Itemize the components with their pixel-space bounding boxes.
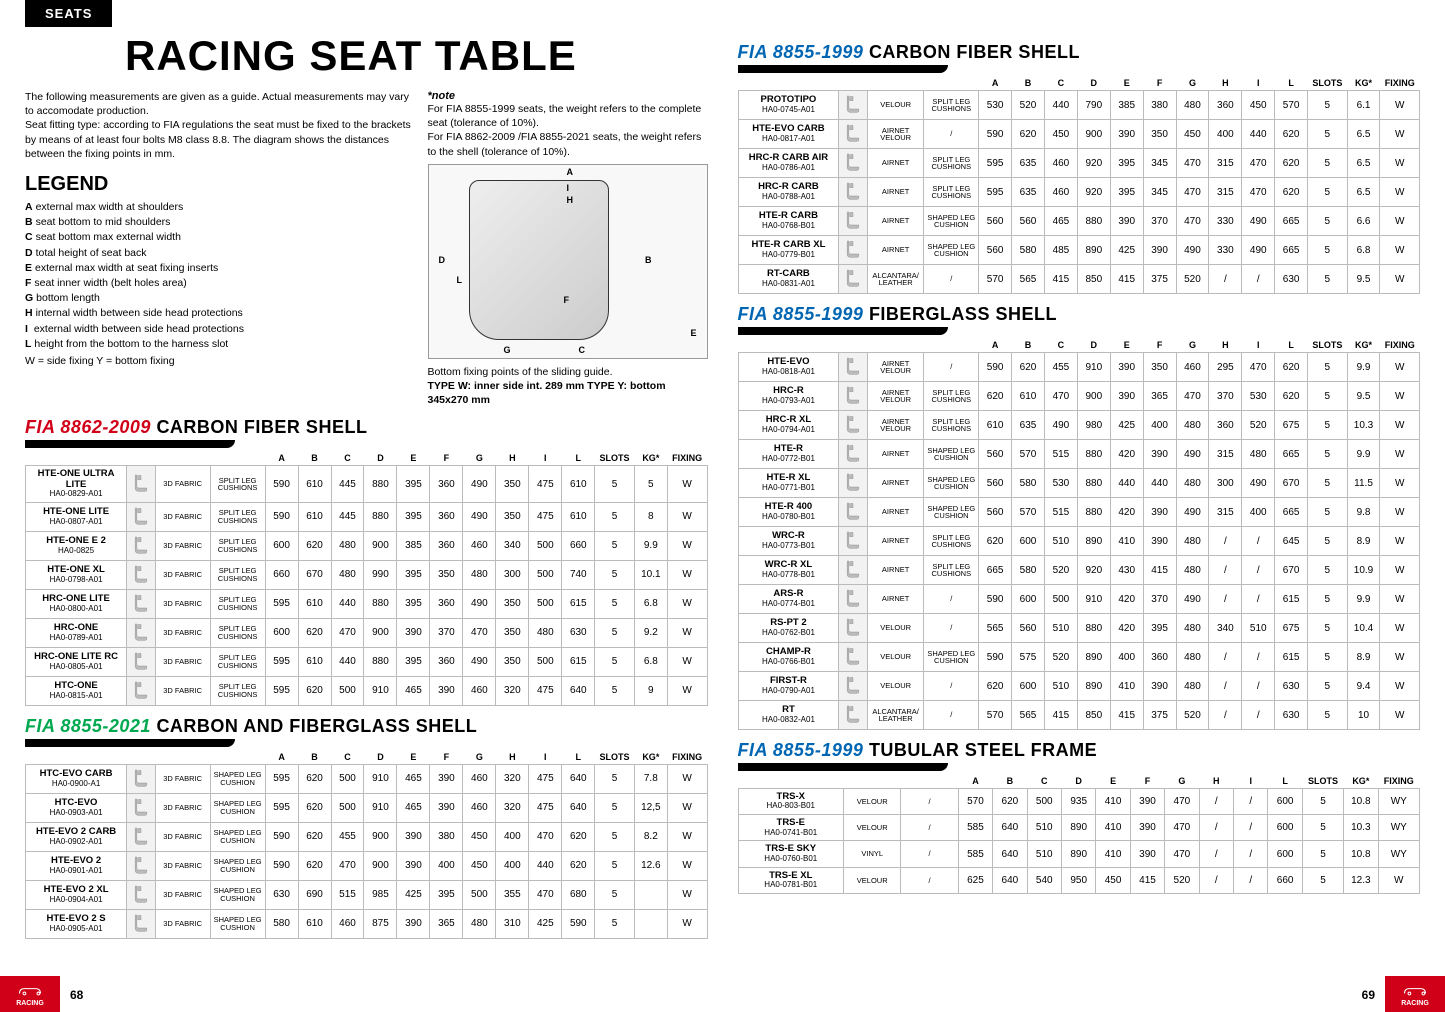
table-row: HTC-EVO CARBHA0-0900-A13D FABRICSHAPED L… bbox=[26, 764, 708, 793]
table-row: HRC-R XLHA0-0794-A01AIRNET VELOURSPLIT L… bbox=[738, 411, 1420, 440]
note-text-1: For FIA 8855-1999 seats, the weight refe… bbox=[428, 102, 708, 130]
seats-tab: SEATS bbox=[25, 0, 112, 27]
table-row: HTE-R XLHA0-0771-B01AIRNETSHAPED LEG CUS… bbox=[738, 469, 1420, 498]
seat-icon bbox=[132, 768, 150, 788]
seat-icon bbox=[844, 675, 862, 695]
section-title: FIA 8855-2021 CARBON AND FIBERGLASS SHEL… bbox=[25, 716, 708, 737]
table-row: CHAMP-RHA0-0766-B01VELOURSHAPED LEG CUSH… bbox=[738, 643, 1420, 672]
seat-icon bbox=[844, 472, 862, 492]
legend-list: Aexternal max width at shouldersBseat bo… bbox=[25, 200, 413, 352]
seat-icon bbox=[844, 646, 862, 666]
racing-tab-left: RACING bbox=[0, 976, 60, 1012]
table-row: HTE-R 400HA0-0780-B01AIRNETSHAPED LEG CU… bbox=[738, 498, 1420, 527]
seat-icon bbox=[844, 94, 862, 114]
intro-text: The following measurements are given as … bbox=[25, 90, 413, 161]
seat-icon bbox=[844, 385, 862, 405]
seat-icon bbox=[844, 617, 862, 637]
racing-tab-right: RACING bbox=[1385, 976, 1445, 1012]
page-title: RACING SEAT TABLE bbox=[125, 32, 708, 80]
table-row: HTE-R CARBHA0-0768-B01AIRNETSHAPED LEG C… bbox=[738, 207, 1420, 236]
seat-icon bbox=[132, 797, 150, 817]
table-row: TRS-EHA0-0741-B01VELOUR/5856405108904103… bbox=[738, 815, 1420, 841]
seat-icon bbox=[132, 913, 150, 933]
section-title: FIA 8862-2009 CARBON FIBER SHELL bbox=[25, 417, 708, 438]
page-num-left: 68 bbox=[70, 988, 83, 1002]
seat-icon bbox=[132, 564, 150, 584]
footer: RACING 68 69 RACING bbox=[0, 976, 1445, 1012]
seat-icon bbox=[844, 704, 862, 724]
seat-table: ABCDEFGHILSLOTSKG*FIXINGPROTOTIPOHA0-074… bbox=[738, 76, 1421, 294]
seat-icon bbox=[844, 530, 862, 550]
seat-icon bbox=[844, 152, 862, 172]
table-row: HTE-ONE LITEHA0-0807-A013D FABRICSPLIT L… bbox=[26, 502, 708, 531]
table-row: HTE-EVO 2HA0-0901-A013D FABRICSHAPED LEG… bbox=[26, 851, 708, 880]
table-row: HTC-EVOHA0-0903-A013D FABRICSHAPED LEG C… bbox=[26, 793, 708, 822]
seat-table: ABCDEFGHILSLOTSKG*FIXINGHTE-EVOHA0-0818-… bbox=[738, 338, 1421, 730]
table-row: HRC-ONE LITEHA0-0800-A013D FABRICSPLIT L… bbox=[26, 589, 708, 618]
table-row: RTHA0-0832-A01ALCANTARA/ LEATHER/5705654… bbox=[738, 701, 1420, 730]
seat-icon bbox=[132, 593, 150, 613]
table-row: HRC-ONE LITE RCHA0-0805-A013D FABRICSPLI… bbox=[26, 647, 708, 676]
seat-icon bbox=[844, 443, 862, 463]
table-row: WRC-R XLHA0-0778-B01AIRNETSPLIT LEG CUSH… bbox=[738, 556, 1420, 585]
table-row: HTE-R CARB XLHA0-0779-B01AIRNETSHAPED LE… bbox=[738, 236, 1420, 265]
table-row: TRS-XHA0-803-B01VELOUR/57062050093541039… bbox=[738, 789, 1420, 815]
seat-icon bbox=[844, 210, 862, 230]
table-row: HTE-EVOHA0-0818-A01AIRNET VELOUR/5906204… bbox=[738, 353, 1420, 382]
legend-title: LEGEND bbox=[25, 173, 413, 196]
table-row: HRC-R CARB AIRHA0-0786-A01AIRNETSPLIT LE… bbox=[738, 149, 1420, 178]
table-row: HRC-ONEHA0-0789-A013D FABRICSPLIT LEG CU… bbox=[26, 618, 708, 647]
seat-icon bbox=[132, 473, 150, 493]
seat-icon bbox=[844, 414, 862, 434]
diagram-caption: Bottom fixing points of the sliding guid… bbox=[428, 365, 708, 408]
table-row: RT-CARBHA0-0831-A01ALCANTARA/ LEATHER/57… bbox=[738, 265, 1420, 294]
legend-wy: W = side fixing Y = bottom fixing bbox=[25, 354, 413, 369]
table-row: HTE-EVO CARBHA0-0817-A01AIRNET VELOUR/59… bbox=[738, 120, 1420, 149]
seat-icon bbox=[844, 588, 862, 608]
seat-icon bbox=[132, 884, 150, 904]
seat-icon bbox=[132, 622, 150, 642]
seat-table: ABCDEFGHILSLOTSKG*FIXINGTRS-XHA0-803-B01… bbox=[738, 774, 1421, 894]
seat-icon bbox=[844, 559, 862, 579]
seat-table: ABCDEFGHILSLOTSKG*FIXINGHTC-EVO CARBHA0-… bbox=[25, 750, 708, 939]
table-row: WRC-RHA0-0773-B01AIRNETSPLIT LEG CUSHION… bbox=[738, 527, 1420, 556]
table-row: PROTOTIPOHA0-0745-A01VELOURSPLIT LEG CUS… bbox=[738, 91, 1420, 120]
seat-icon bbox=[844, 123, 862, 143]
seat-icon bbox=[844, 356, 862, 376]
note-text-2: For FIA 8862-2009 /FIA 8855-2021 seats, … bbox=[428, 130, 708, 158]
table-row: HTE-ONE ULTRA LITEHA0-0829-A013D FABRICS… bbox=[26, 466, 708, 503]
table-row: FIRST-RHA0-0790-A01VELOUR/62060051089041… bbox=[738, 672, 1420, 701]
table-row: HTE-ONE XLHA0-0798-A013D FABRICSPLIT LEG… bbox=[26, 560, 708, 589]
note-title: *note bbox=[428, 90, 708, 102]
table-row: HTE-ONE E 2HA0-08253D FABRICSPLIT LEG CU… bbox=[26, 531, 708, 560]
table-row: TRS-E XLHA0-0781-B01VELOUR/6256405409504… bbox=[738, 867, 1420, 893]
section-title: FIA 8855-1999 FIBERGLASS SHELL bbox=[738, 304, 1421, 325]
seat-diagram: A I H D L B F G C E bbox=[428, 164, 708, 359]
seat-table: ABCDEFGHILSLOTSKG*FIXINGHTE-ONE ULTRA LI… bbox=[25, 451, 708, 706]
table-row: RS-PT 2HA0-0762-B01VELOUR/56556051088042… bbox=[738, 614, 1420, 643]
table-row: HTE-EVO 2 SHA0-0905-A013D FABRICSHAPED L… bbox=[26, 909, 708, 938]
table-row: HRC-R CARBHA0-0788-A01AIRNETSPLIT LEG CU… bbox=[738, 178, 1420, 207]
page-num-right: 69 bbox=[1362, 988, 1375, 1002]
table-row: HTE-RHA0-0772-B01AIRNETSHAPED LEG CUSHIO… bbox=[738, 440, 1420, 469]
table-row: TRS-E SKYHA0-0760-B01VINYL/5856405108904… bbox=[738, 841, 1420, 867]
table-row: HTE-EVO 2 CARBHA0-0902-A013D FABRICSHAPE… bbox=[26, 822, 708, 851]
table-row: HTE-EVO 2 XLHA0-0904-A013D FABRICSHAPED … bbox=[26, 880, 708, 909]
seat-icon bbox=[132, 651, 150, 671]
table-row: ARS-RHA0-0774-B01AIRNET/5906005009104203… bbox=[738, 585, 1420, 614]
section-title: FIA 8855-1999 CARBON FIBER SHELL bbox=[738, 42, 1421, 63]
seat-icon bbox=[132, 855, 150, 875]
table-row: HRC-RHA0-0793-A01AIRNET VELOURSPLIT LEG … bbox=[738, 382, 1420, 411]
seat-icon bbox=[844, 268, 862, 288]
seat-icon bbox=[844, 501, 862, 521]
seat-icon bbox=[844, 239, 862, 259]
seat-icon bbox=[132, 506, 150, 526]
table-row: HTC-ONEHA0-0815-A013D FABRICSPLIT LEG CU… bbox=[26, 676, 708, 705]
seat-icon bbox=[132, 826, 150, 846]
seat-icon bbox=[132, 535, 150, 555]
seat-icon bbox=[844, 181, 862, 201]
seat-icon bbox=[132, 680, 150, 700]
section-title: FIA 8855-1999 TUBULAR STEEL FRAME bbox=[738, 740, 1421, 761]
